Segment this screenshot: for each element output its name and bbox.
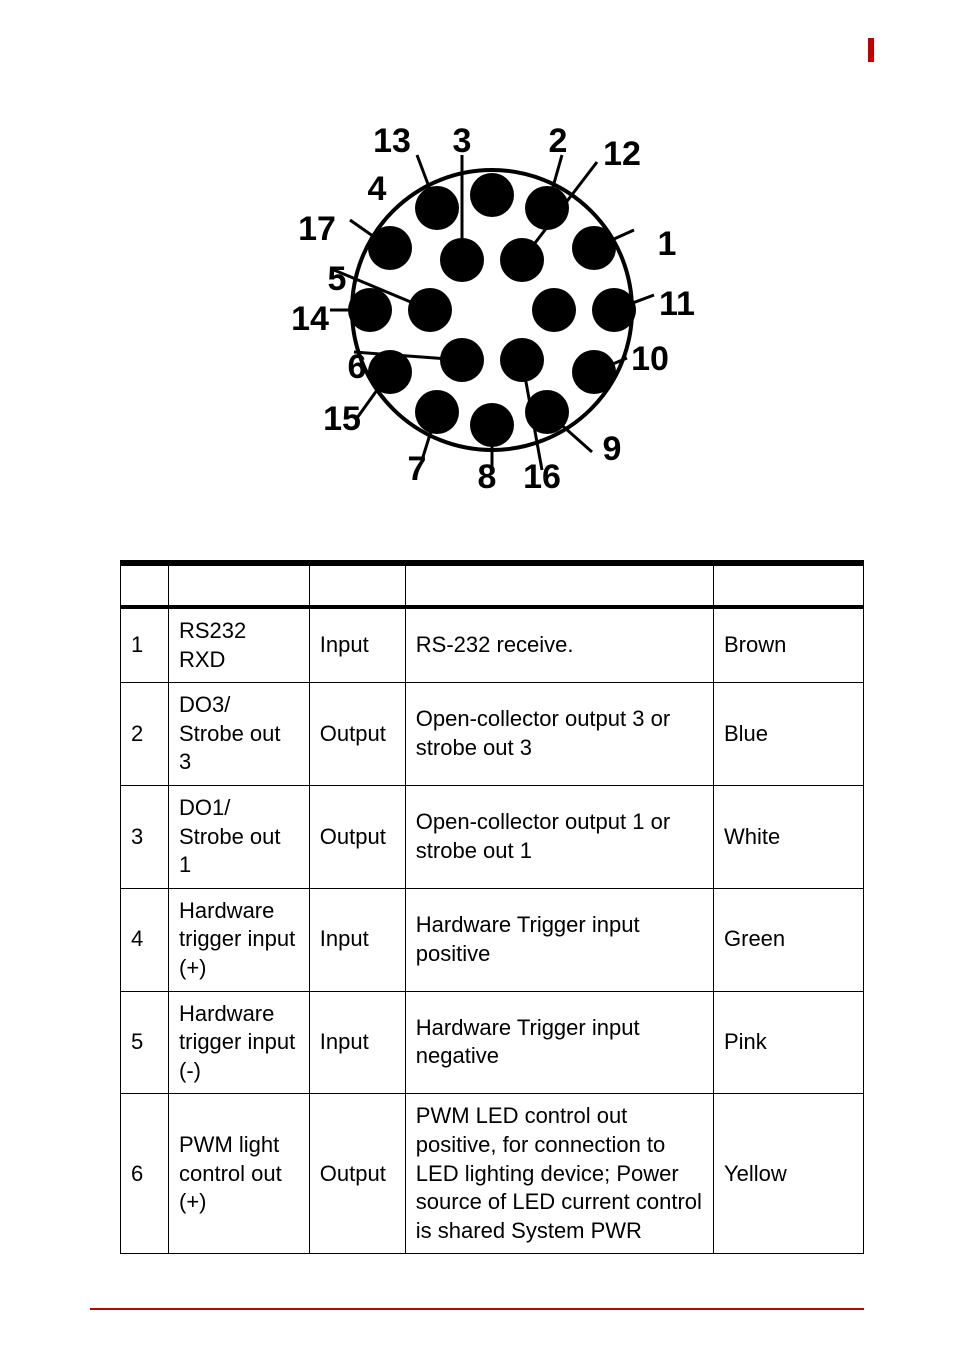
svg-text:15: 15	[323, 400, 361, 438]
cell-desc: PWM LED control out positive, for connec…	[405, 1094, 713, 1254]
cell-num: 5	[121, 991, 169, 1094]
cell-num: 3	[121, 785, 169, 888]
svg-text:5: 5	[328, 260, 347, 298]
cell-color: Yellow	[714, 1094, 864, 1254]
col-header-color	[714, 563, 864, 607]
cell-signal: DO1/ Strobe out 1	[169, 785, 310, 888]
table-row: 5Hardware trigger input (-)InputHardware…	[121, 991, 864, 1094]
cell-type: Input	[309, 607, 405, 683]
svg-text:13: 13	[373, 122, 411, 160]
cell-num: 4	[121, 888, 169, 991]
col-header-type	[309, 563, 405, 607]
svg-text:17: 17	[298, 210, 336, 248]
svg-text:9: 9	[603, 430, 622, 468]
cell-desc: Open-collector output 3 or strobe out 3	[405, 683, 713, 786]
table-header-row	[121, 563, 864, 607]
cell-color: Blue	[714, 683, 864, 786]
cell-signal: Hardware trigger input (-)	[169, 991, 310, 1094]
pinout-diagram: 1234567891011121314151617	[262, 120, 722, 500]
svg-text:14: 14	[291, 300, 329, 338]
svg-text:8: 8	[478, 458, 497, 496]
cell-signal: DO3/ Strobe out 3	[169, 683, 310, 786]
svg-text:1: 1	[658, 225, 677, 263]
svg-text:2: 2	[549, 122, 568, 160]
cell-num: 6	[121, 1094, 169, 1254]
svg-text:6: 6	[348, 348, 367, 386]
cell-type: Input	[309, 888, 405, 991]
cell-desc: Hardware Trigger input negative	[405, 991, 713, 1094]
col-header-num	[121, 563, 169, 607]
col-header-signal	[169, 563, 310, 607]
svg-text:4: 4	[368, 170, 387, 208]
cell-desc: Hardware Trigger input positive	[405, 888, 713, 991]
col-header-desc	[405, 563, 713, 607]
footer-rule	[90, 1308, 864, 1310]
cell-type: Output	[309, 683, 405, 786]
svg-text:3: 3	[453, 122, 472, 160]
svg-text:16: 16	[523, 458, 561, 496]
cell-color: Green	[714, 888, 864, 991]
table-row: 1RS232 RXDInputRS-232 receive.Brown	[121, 607, 864, 683]
svg-text:11: 11	[659, 285, 695, 323]
pinout-table: 1RS232 RXDInputRS-232 receive.Brown2DO3/…	[120, 560, 864, 1254]
svg-text:12: 12	[603, 135, 641, 173]
cell-signal: RS232 RXD	[169, 607, 310, 683]
header-accent-bar	[868, 38, 874, 62]
cell-desc: RS-232 receive.	[405, 607, 713, 683]
cell-num: 1	[121, 607, 169, 683]
cell-signal: PWM light control out (+)	[169, 1094, 310, 1254]
table-row: 2DO3/ Strobe out 3OutputOpen-collector o…	[121, 683, 864, 786]
cell-num: 2	[121, 683, 169, 786]
cell-type: Output	[309, 1094, 405, 1254]
pinout-diagram-container: 1234567891011121314151617	[120, 120, 864, 500]
svg-text:7: 7	[408, 450, 427, 488]
svg-text:10: 10	[631, 340, 669, 378]
cell-desc: Open-collector output 1 or strobe out 1	[405, 785, 713, 888]
table-row: 3DO1/ Strobe out 1OutputOpen-collector o…	[121, 785, 864, 888]
cell-color: White	[714, 785, 864, 888]
cell-type: Input	[309, 991, 405, 1094]
cell-color: Brown	[714, 607, 864, 683]
table-row: 4Hardware trigger input (+)InputHardware…	[121, 888, 864, 991]
cell-color: Pink	[714, 991, 864, 1094]
table-row: 6PWM light control out (+)OutputPWM LED …	[121, 1094, 864, 1254]
cell-type: Output	[309, 785, 405, 888]
cell-signal: Hardware trigger input (+)	[169, 888, 310, 991]
